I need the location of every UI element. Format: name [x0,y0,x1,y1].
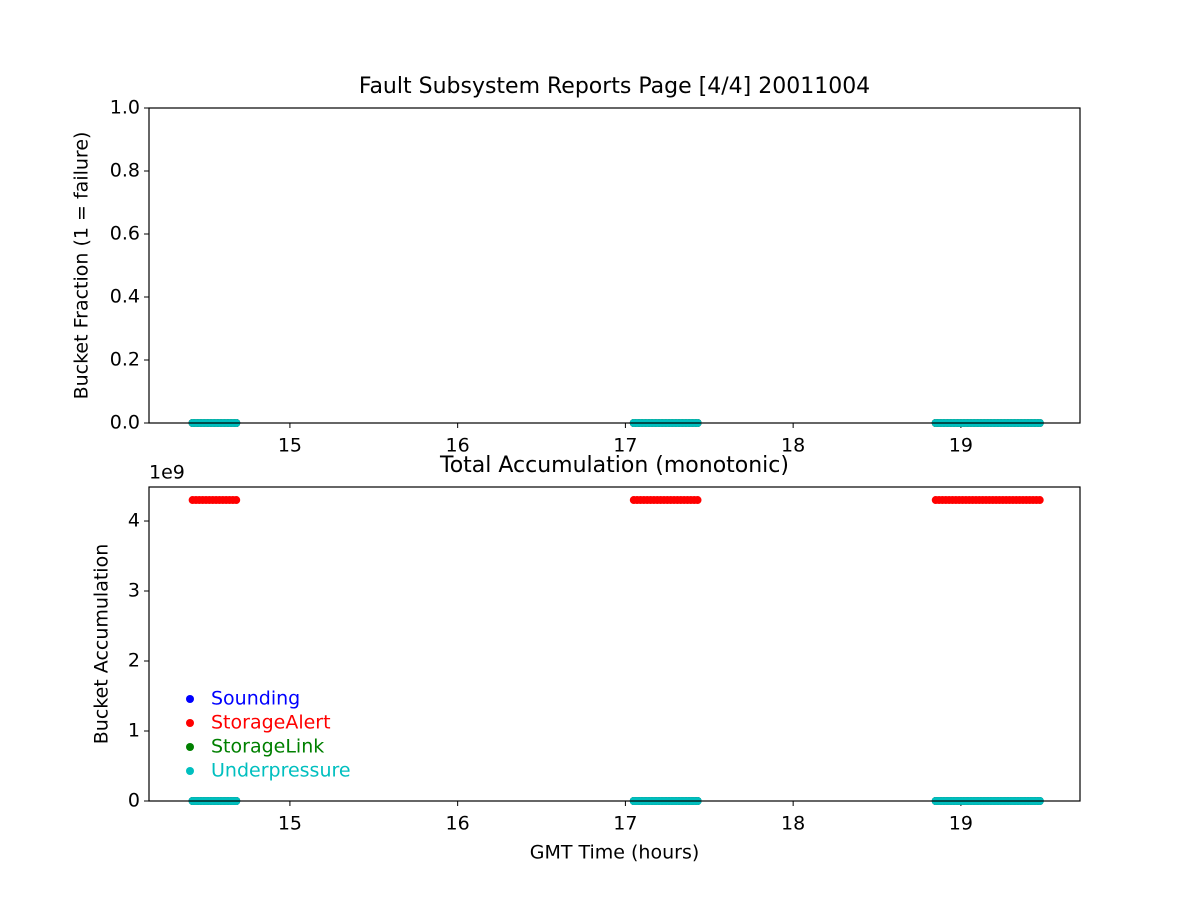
legend-label: Sounding [211,688,300,710]
scatter-point [1035,496,1044,505]
scatter-point [693,496,702,505]
x-tick-label: 16 [446,435,470,457]
y-tick-label: 0 [128,790,140,812]
x-tick-label: 17 [613,813,637,835]
x-tick-label: 19 [949,813,973,835]
scatter-point [232,496,241,505]
x-tick-label: 18 [781,435,805,457]
y-tick-label: 0.6 [110,223,140,245]
y-tick-label: 0.2 [110,349,140,371]
y-tick-label: 2 [128,650,140,672]
legend-label: StorageAlert [211,712,331,734]
legend-label: StorageLink [211,736,324,758]
y-tick-label: 1 [128,720,140,742]
chart-title: Fault Subsystem Reports Page [4/4] 20011… [359,74,870,99]
legend-marker [186,719,194,727]
axes-frame [148,107,1081,424]
x-tick-label: 15 [278,813,302,835]
x-tick-label: 18 [781,813,805,835]
y-tick-label: 0.8 [110,160,140,182]
y-tick-label: 0.4 [110,286,140,308]
x-axis-label: GMT Time (hours) [530,842,700,864]
legend-marker [186,695,194,703]
y-axis-label: Bucket Accumulation [91,544,113,745]
y-offset-label: 1e9 [149,462,185,484]
y-tick-label: 1.0 [110,97,140,119]
x-tick-label: 17 [613,435,637,457]
x-tick-label: 16 [446,813,470,835]
chart-title: Total Accumulation (monotonic) [439,453,789,478]
legend-label: Underpressure [211,760,351,782]
axes-frame [148,486,1081,802]
y-axis-label: Bucket Fraction (1 = failure) [71,132,93,400]
legend-marker [186,743,194,751]
x-tick-label: 19 [949,435,973,457]
legend-marker [186,767,194,775]
y-tick-label: 3 [128,580,140,602]
y-tick-label: 0.0 [110,412,140,434]
y-tick-label: 4 [128,510,140,532]
x-tick-label: 15 [278,435,302,457]
